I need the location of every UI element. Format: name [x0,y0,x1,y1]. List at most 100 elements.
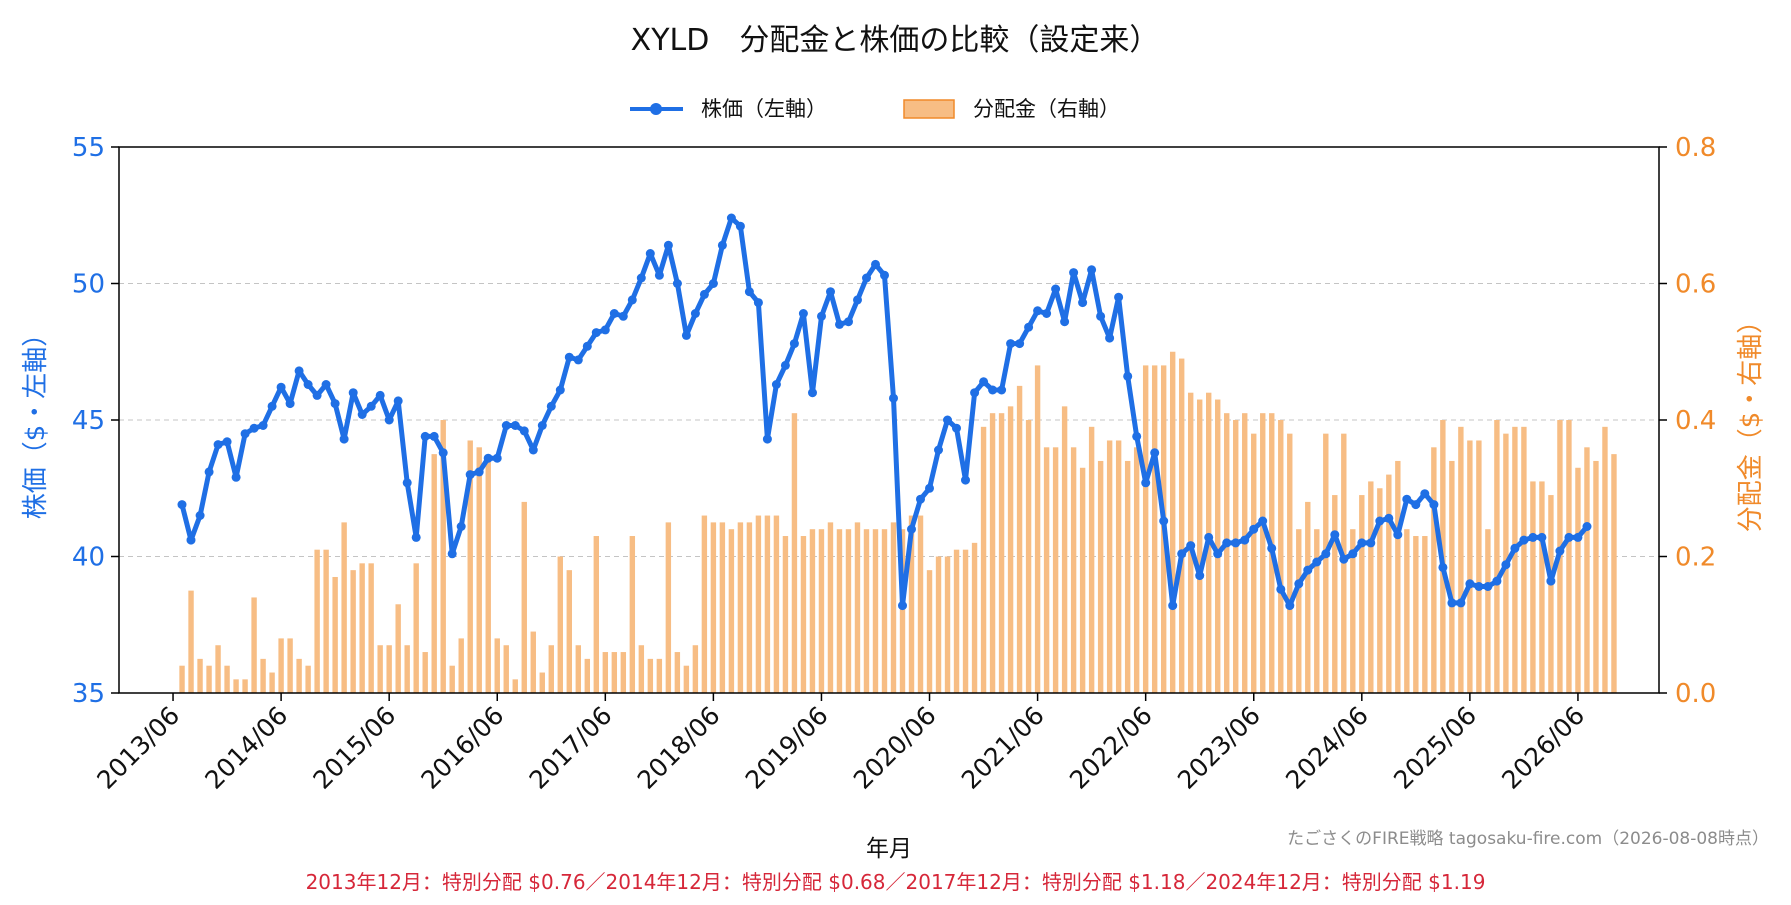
dividend-bar [386,645,392,693]
dividend-bar [1296,529,1302,693]
price-point [1321,549,1331,559]
price-point [735,221,745,231]
price-point [817,311,826,321]
legend: 株価（左軸） 分配金（右軸） [630,97,1120,121]
dividend-bar [1151,365,1158,693]
dividend-bar [1115,440,1122,693]
price-point [1159,516,1169,526]
dividend-bar [1386,474,1392,693]
price-point [1411,500,1421,510]
price-point [672,279,682,288]
dividend-bar [728,529,735,693]
dividend-bar [1124,460,1131,693]
price-point [808,388,817,398]
dividend-bar [458,638,464,693]
dividend-bar [287,638,293,693]
dividend-bar [179,665,185,693]
price-point [258,421,268,430]
price-point [1132,431,1142,441]
dividend-bar [1359,495,1365,693]
price-point [357,410,367,419]
price-point [1168,601,1178,611]
right-axis-tick-label: 0.2 [1675,543,1716,573]
dividend-bar [305,665,311,693]
price-point [213,440,223,450]
dividend-bar [935,556,942,693]
price-point [1546,576,1556,586]
dividend-bar [206,665,212,693]
right-axis-tick-label: 0.4 [1675,406,1716,436]
dividend-bar [1611,454,1617,693]
dividend-bar [1178,358,1185,693]
dividend-bar [1025,420,1032,693]
dividend-bar [755,515,762,693]
price-point [1519,535,1529,545]
left-axis-tick-label: 35 [72,679,105,709]
price-point [1375,516,1385,526]
dividend-bar [602,652,609,693]
price-point [1456,598,1466,608]
price-point [1105,333,1115,343]
dividend-bar [1106,440,1113,693]
price-point [465,470,475,480]
price-line-series [177,213,1592,611]
price-point [1393,530,1403,540]
price-point [1384,513,1394,523]
dividend-bar [242,679,248,693]
price-point [1186,541,1196,551]
price-point [375,390,385,400]
price-point [952,423,961,433]
price-point [501,421,511,430]
x-axis-tick-label: 2022/06 [1064,701,1158,795]
price-point [1555,546,1565,556]
dividend-bar [566,570,572,693]
dividend-bar [971,542,978,693]
price-point [1465,579,1475,589]
dividend-bar [1079,467,1086,693]
price-point [366,401,376,411]
dividend-bar [278,638,284,693]
price-point [195,511,205,520]
dividend-bar [746,522,753,693]
price-point [1357,538,1367,548]
price-point [231,472,241,482]
price-point [1402,494,1412,504]
dividend-bar [467,440,473,693]
dividend-bar [476,447,482,693]
price-point [826,287,835,297]
price-point [1483,582,1493,591]
price-point [907,524,916,534]
price-point [1015,339,1025,349]
special-distribution-note: 2013年12月：特別分配 $0.76／2014年12月：特別分配 $0.68／… [305,870,1486,894]
dividend-bar [1431,447,1437,693]
dividend-bar [1602,426,1608,693]
price-point [979,377,989,387]
price-point [880,270,889,280]
legend-price-label: 株価（左軸） [701,97,827,121]
price-point [1042,309,1052,318]
dividend-bar [908,515,915,693]
price-point [1348,549,1358,559]
dividend-bar [440,420,446,693]
price-point [339,434,349,444]
dividend-bar [548,645,554,693]
dividend-bar [1197,399,1203,693]
price-point [186,535,196,545]
price-point [1240,535,1250,545]
dividend-bar [1485,529,1491,693]
price-point [988,385,998,395]
dividend-bar [989,413,996,693]
price-point [555,385,565,395]
dividend-bar [422,652,428,693]
dividend-bar [1566,420,1572,693]
price-point [240,429,250,439]
price-point [1330,530,1340,540]
price-point [303,380,313,389]
dividend-bar [368,563,374,693]
dividend-bar [503,645,509,693]
dividend-bar [1494,420,1500,693]
price-point [1294,579,1304,589]
price-point [591,328,601,338]
dividend-bar [773,515,780,693]
